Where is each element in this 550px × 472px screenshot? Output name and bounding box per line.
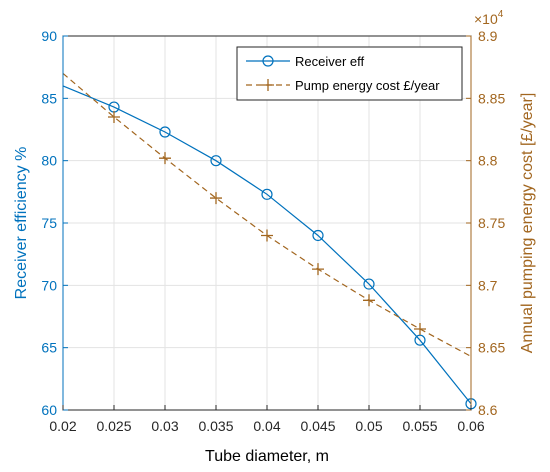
right-axis-ticks: 8.6 8.65 8.7 8.75 8.8 8.85 8.9 — [466, 28, 505, 418]
data-point-plus — [363, 294, 375, 307]
left-tick-label: 70 — [41, 277, 57, 293]
x-axis-ticks: 0.02 0.025 0.03 0.035 0.04 0.045 0.05 0.055 0.06 — [49, 405, 485, 434]
data-point-circle — [210, 155, 222, 167]
x-axis-label: Tube diameter, m — [205, 448, 329, 465]
left-axis-ticks: 60 65 70 75 80 85 90 — [41, 28, 68, 418]
legend-box — [236, 46, 463, 101]
data-point-circle — [261, 188, 273, 200]
legend-label-receiver-eff: Receiver eff — [295, 54, 365, 69]
data-point-plus — [312, 263, 324, 276]
data-point-plus — [159, 152, 171, 165]
legend: Receiver eff Pump energy cost £/year — [236, 46, 463, 101]
data-point-plus — [210, 192, 222, 205]
data-point-plus — [414, 322, 426, 335]
x-tick-label: 0.04 — [253, 418, 280, 434]
series-layer — [62, 72, 477, 410]
x-tick-label: 0.025 — [96, 418, 131, 434]
left-tick-label: 80 — [41, 153, 57, 169]
right-axis-label: Annual pumping energy cost [£/year] — [519, 93, 536, 354]
legend-marker-receiver-eff — [262, 55, 274, 67]
x-tick-label: 0.06 — [457, 418, 484, 434]
right-tick-label: 8.7 — [478, 277, 498, 293]
left-tick-label: 90 — [41, 28, 57, 44]
left-tick-label: 60 — [41, 402, 57, 418]
data-point-circle — [414, 334, 426, 346]
data-point-plus — [108, 111, 120, 124]
x-tick-label: 0.05 — [355, 418, 382, 434]
right-tick-label: 8.9 — [478, 28, 498, 44]
x-tick-label: 0.045 — [300, 418, 335, 434]
right-tick-label: 8.85 — [478, 90, 505, 106]
right-tick-label: 8.6 — [478, 402, 498, 418]
right-tick-label: 8.75 — [478, 215, 505, 231]
data-point-circle — [159, 126, 171, 138]
right-axis-exponent: ×104 — [474, 9, 504, 27]
legend-marker-pump-cost — [262, 79, 274, 91]
series-line-0 — [62, 85, 472, 405]
legend-label-pump-cost: Pump energy cost £/year — [295, 78, 440, 93]
left-tick-label: 65 — [41, 340, 57, 356]
right-tick-label: 8.65 — [478, 340, 505, 356]
left-tick-label: 85 — [41, 90, 57, 106]
x-tick-label: 0.02 — [49, 418, 76, 434]
data-point-plus — [261, 229, 273, 242]
right-tick-label: 8.8 — [478, 153, 498, 169]
data-point-circle — [363, 278, 375, 290]
x-tick-label: 0.035 — [198, 418, 233, 434]
left-tick-label: 75 — [41, 215, 57, 231]
x-tick-label: 0.03 — [151, 418, 178, 434]
x-tick-label: 0.055 — [402, 418, 437, 434]
data-point-circle — [312, 229, 324, 242]
left-axis-label: Receiver efficiency % — [13, 147, 30, 300]
